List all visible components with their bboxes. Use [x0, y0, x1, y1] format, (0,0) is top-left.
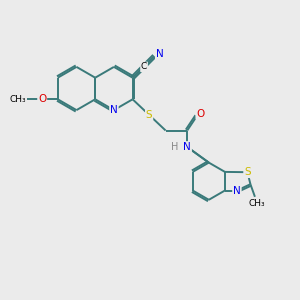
Text: S: S [244, 167, 251, 177]
Text: N: N [110, 105, 118, 115]
Text: O: O [38, 94, 46, 104]
Text: O: O [196, 109, 205, 119]
Text: N: N [183, 142, 191, 152]
Text: S: S [146, 110, 152, 120]
Text: H: H [171, 142, 179, 152]
Text: CH₃: CH₃ [10, 95, 26, 104]
Text: C: C [141, 62, 147, 71]
Text: CH₃: CH₃ [248, 199, 265, 208]
Text: N: N [233, 185, 241, 196]
Text: N: N [156, 49, 164, 59]
